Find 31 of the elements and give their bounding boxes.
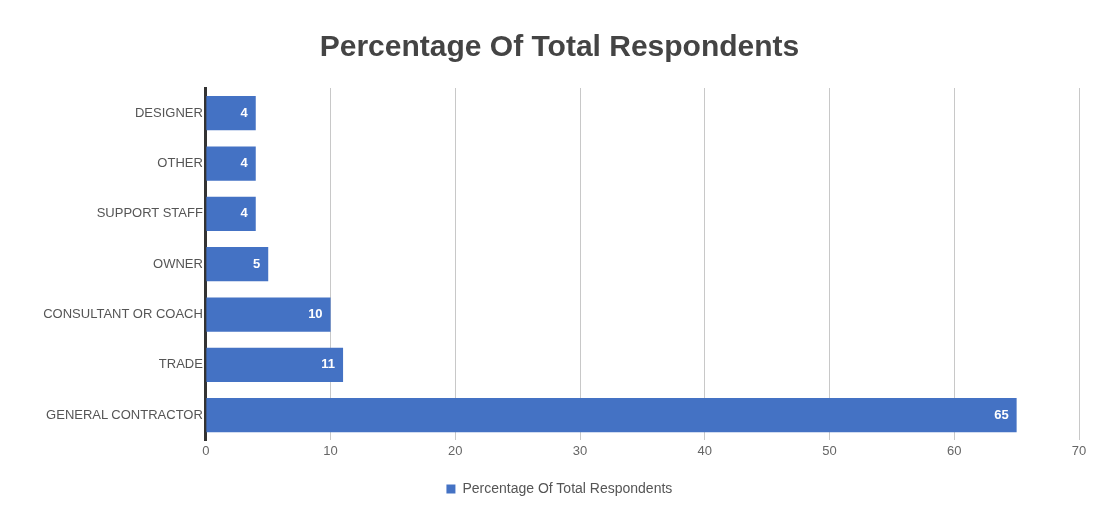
x-tick-label: 50 bbox=[822, 442, 837, 458]
y-tick-label: SUPPORT STAFF bbox=[96, 205, 203, 221]
y-tick-label: OTHER bbox=[157, 155, 203, 171]
chart-title: Percentage Of Total Respondents bbox=[319, 29, 800, 63]
data-label: 10 bbox=[308, 306, 323, 322]
bar bbox=[206, 398, 1017, 433]
y-tick-label: CONSULTANT OR COACH bbox=[43, 306, 203, 322]
bar bbox=[206, 96, 256, 131]
bar bbox=[206, 297, 331, 332]
legend-label: Percentage Of Total Respondents bbox=[462, 479, 673, 496]
data-label: 11 bbox=[321, 356, 336, 372]
y-tick-label: GENERAL CONTRACTOR bbox=[46, 406, 203, 422]
x-tick-label: 40 bbox=[697, 442, 713, 458]
y-tick-label: TRADE bbox=[158, 356, 204, 372]
x-tick-label: 60 bbox=[947, 442, 962, 458]
data-label: 4 bbox=[240, 104, 249, 120]
x-tick-label: 0 bbox=[202, 442, 210, 458]
bar bbox=[206, 347, 344, 382]
bar bbox=[206, 196, 256, 231]
x-tick-label: 20 bbox=[448, 442, 463, 458]
bar bbox=[206, 146, 256, 181]
y-tick-label: OWNER bbox=[153, 255, 203, 271]
x-tick-label: 10 bbox=[323, 442, 338, 458]
bar bbox=[206, 247, 269, 282]
x-tick-label: 70 bbox=[1071, 442, 1087, 458]
data-label: 5 bbox=[252, 255, 261, 271]
x-tick-label: 30 bbox=[572, 442, 588, 458]
data-label: 65 bbox=[994, 406, 1009, 422]
data-label: 4 bbox=[240, 205, 249, 221]
data-label: 4 bbox=[240, 155, 249, 171]
y-tick-label: DESIGNER bbox=[134, 104, 203, 120]
